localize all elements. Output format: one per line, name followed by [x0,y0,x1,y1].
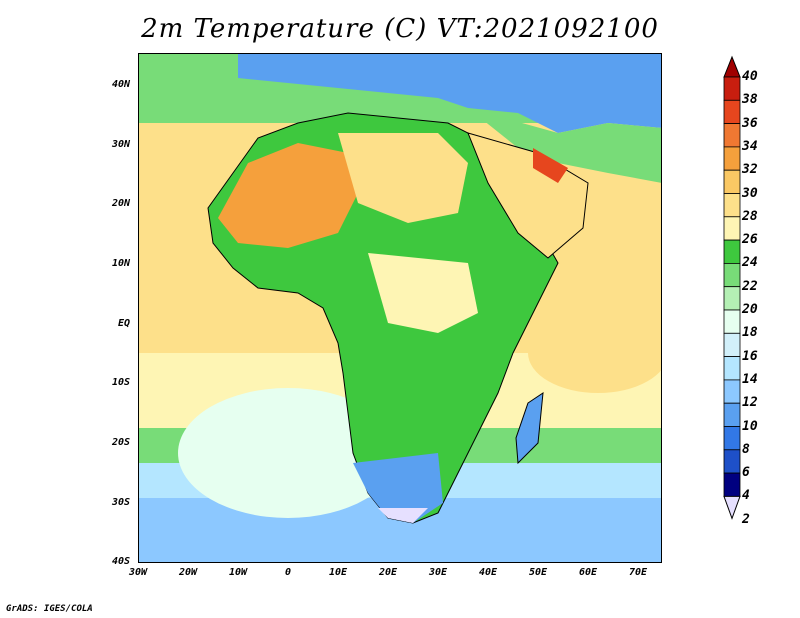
lon-label: 50E [528,567,548,578]
lat-label: 30N [111,139,130,150]
lon-label: 10E [328,567,348,578]
colorbar-swatch [723,123,741,148]
colorbar-max-arrow [723,55,741,78]
colorbar-label: 6 [742,465,750,481]
persian-gulf-hot [533,148,568,183]
colorbar-swatch [723,286,741,311]
colorbar-swatch [723,216,741,241]
colorbar-label: 28 [742,208,758,224]
colorbar-label: 38 [742,92,758,108]
colorbar-swatch [723,146,741,171]
colorbar-swatch [723,239,741,264]
colorbar-label: 2 [742,511,750,527]
colorbar-swatch [723,426,741,451]
colorbar-label: 16 [742,348,758,364]
colorbar-label: 30 [742,185,758,201]
lon-label: 40E [478,567,498,578]
colorbar-label: 18 [742,325,758,341]
colorbar-label: 8 [742,441,750,457]
madagascar [515,391,544,465]
colorbar-swatch [723,76,741,101]
sahara-hot-region [218,143,358,248]
colorbar-label: 34 [742,138,758,154]
colorbar-label: 26 [742,232,758,248]
southern-africa-cold [378,508,428,523]
colorbar-label: 20 [742,302,758,317]
colorbar-label: 40 [742,69,758,84]
colorbar-swatch [723,332,741,357]
colorbar-label: 24 [742,255,758,271]
lat-label: 40S [111,556,130,567]
colorbar-swatch [723,193,741,218]
lon-label: 60E [578,567,598,578]
colorbar-label: 12 [742,395,758,411]
lon-label: 20W [178,567,198,578]
colorbar-swatch [723,449,741,474]
lat-label: 40N [111,79,130,90]
colorbar-label: 14 [742,371,758,387]
temperature-map [138,53,662,563]
lat-label: 30S [111,497,130,508]
colorbar-label: 22 [742,278,758,294]
colorbar-label: 32 [742,162,758,178]
lon-label: 20E [378,567,398,578]
lat-label: 20S [111,437,130,448]
colorbar-swatch [723,356,741,381]
lon-label: 70E [628,567,648,578]
indian-ocean-warm-patch [528,313,662,393]
colorbar-label: 10 [742,418,758,434]
colorbar-swatch [723,99,741,124]
ocean-cool-patch [178,388,398,518]
lat-label: 10N [111,258,130,269]
lat-label: 20N [111,198,130,209]
europe-region [238,53,662,133]
map-title: 2m Temperature (C) VT:2021092100 [141,14,659,44]
lat-label: 10S [111,377,130,388]
sahara-warm-region [338,133,468,223]
colorbar-swatch [723,402,741,427]
colorbar-min-arrow [723,495,741,520]
colorbar-label: 4 [742,488,750,504]
colorbar [723,55,741,520]
credit-text: GrADS: IGES/COLA [6,604,93,614]
sahel-warm-region [368,253,478,333]
colorbar-swatch [723,309,741,334]
colorbar-swatch [723,262,741,288]
lon-label: 30E [428,567,448,578]
middle-east-north-region [468,108,662,183]
colorbar-swatch [723,379,741,404]
lon-label: 10W [228,567,248,578]
southern-africa-cool [353,453,443,523]
lon-label: 30W [128,567,148,578]
colorbar-label: 36 [742,115,758,131]
map-frame [138,53,662,563]
colorbar-swatch [723,472,741,497]
lat-label: EQ [117,318,130,329]
lon-label: 0 [284,567,292,578]
colorbar-swatch [723,169,741,194]
